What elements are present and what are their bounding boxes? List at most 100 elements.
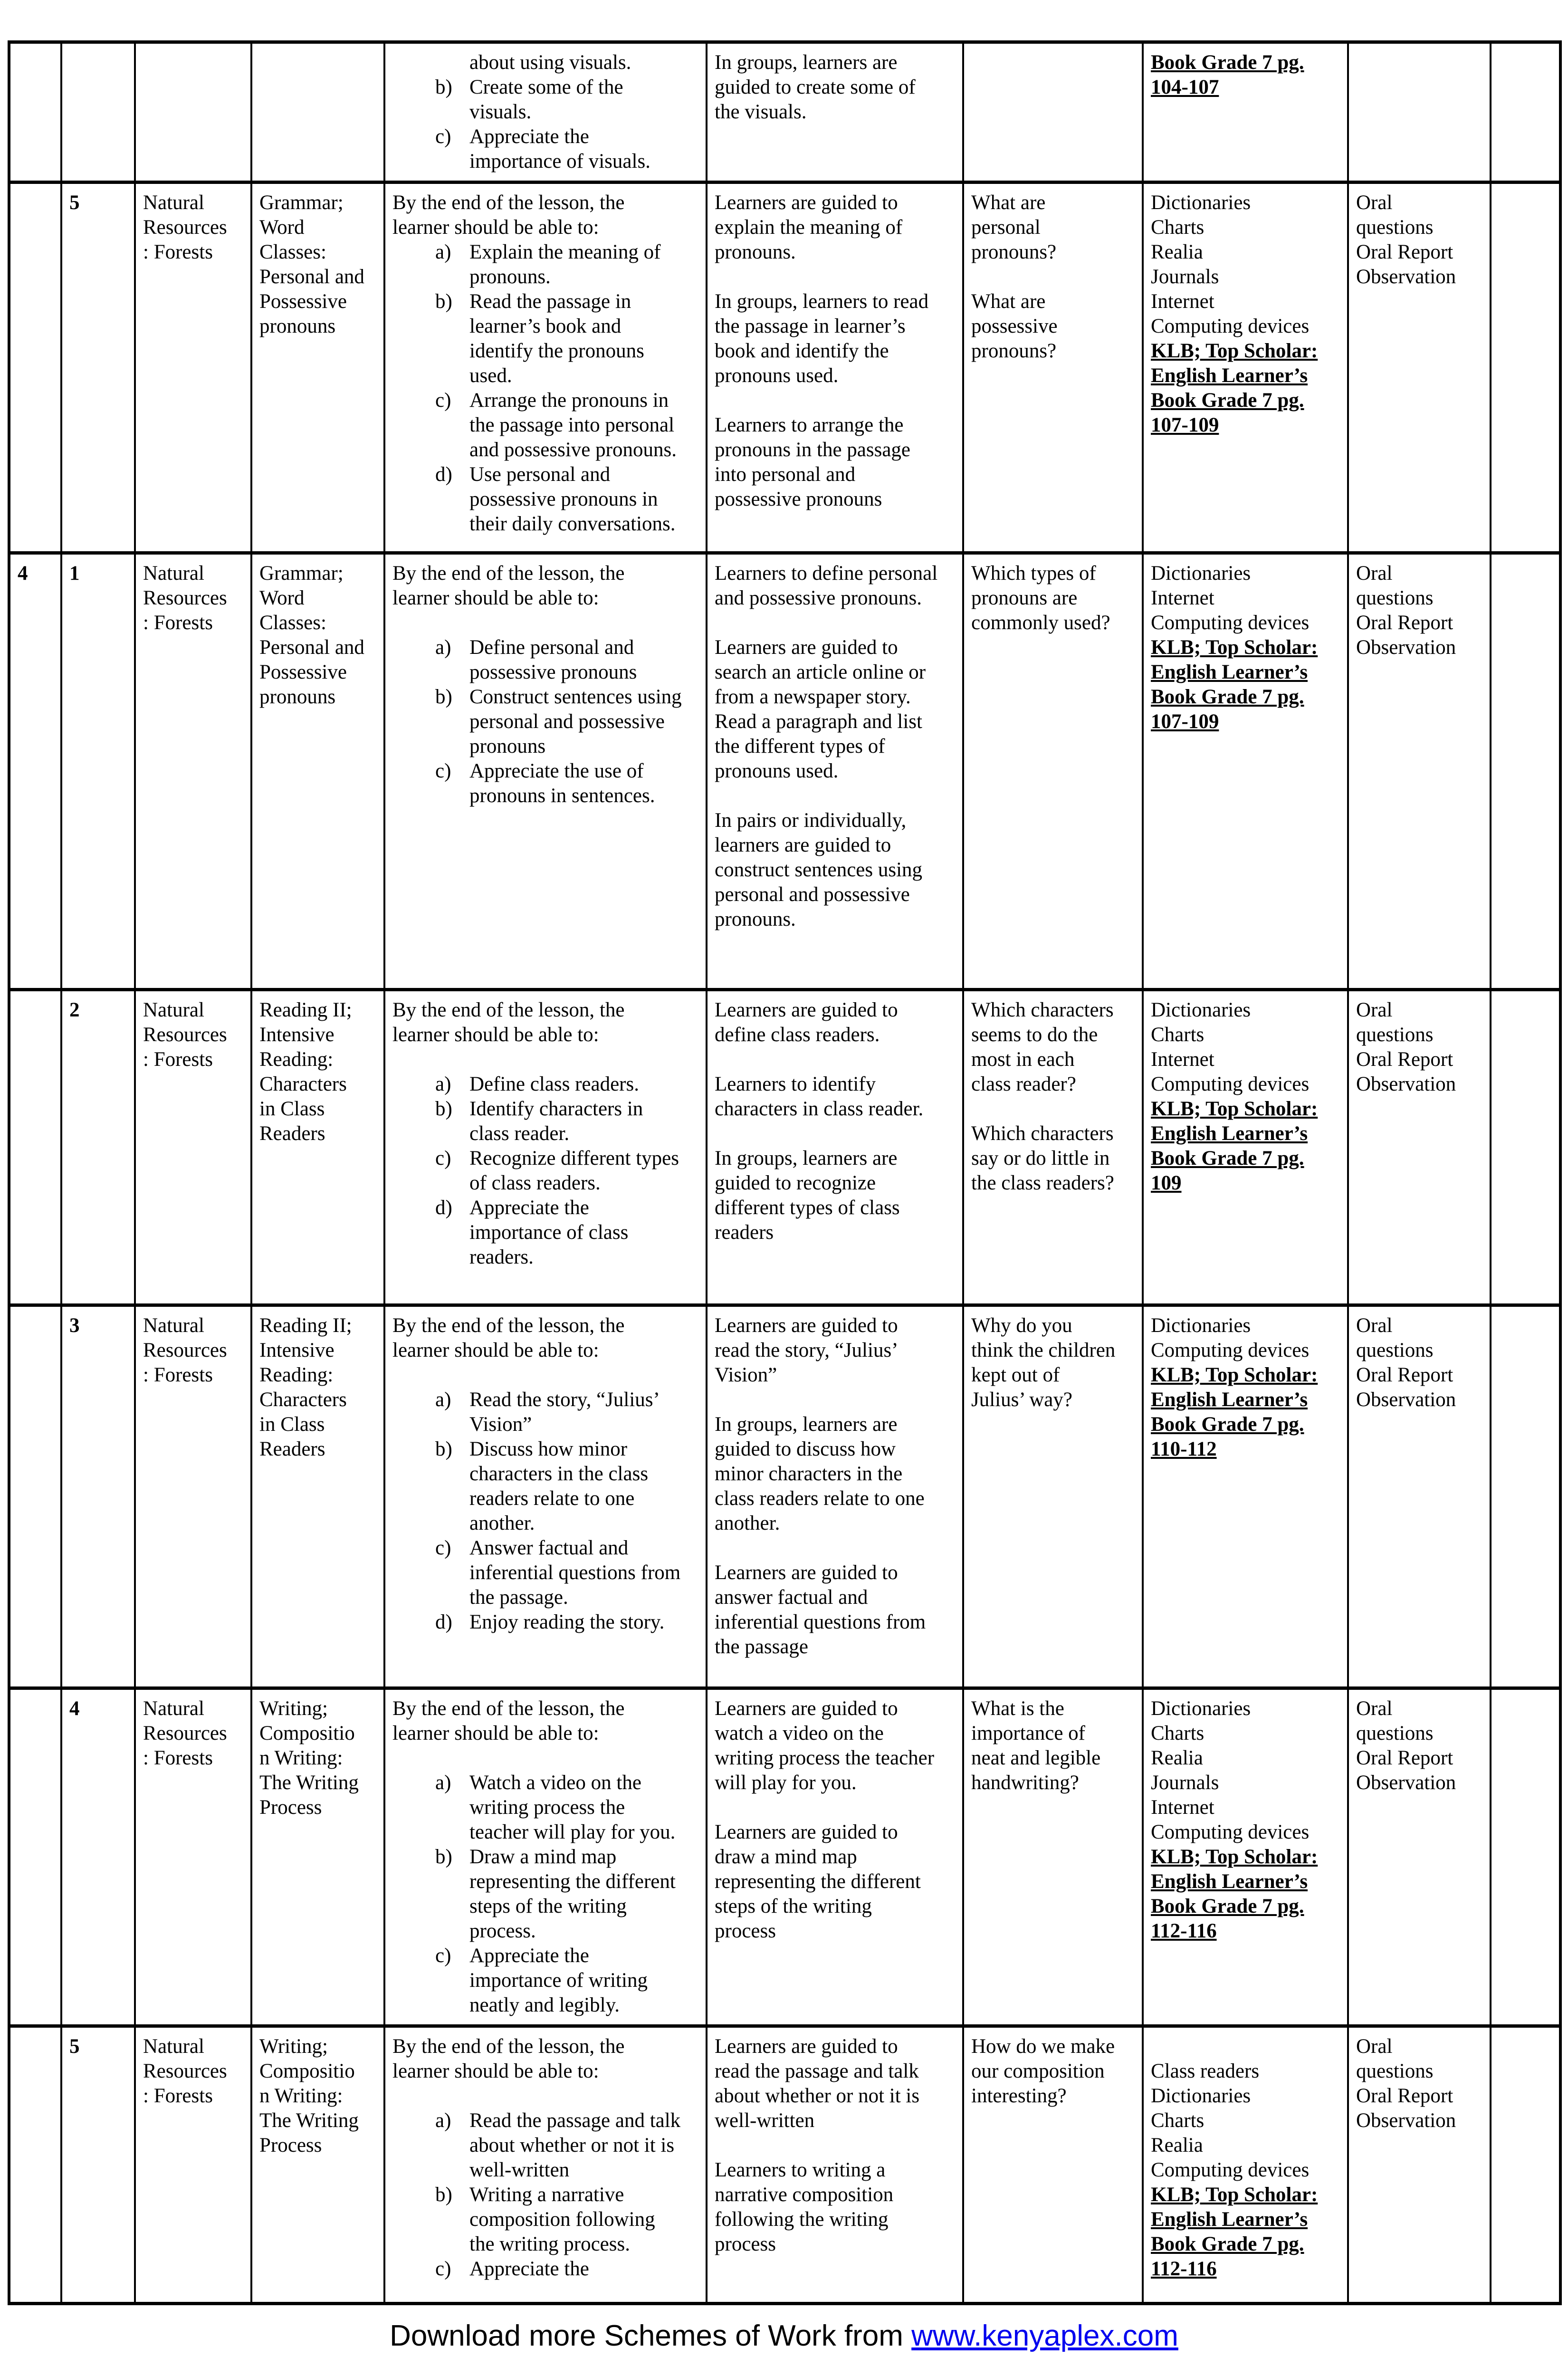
strand-cell: Natural Resources : Forests [134,1686,252,2028]
outcomes-cell: By the end of the lesson, the learner sh… [383,2024,708,2305]
lesson-cell: 5 [60,181,136,555]
week-cell: 4 [8,551,62,991]
resources-cell: Book Grade 7 pg. 104-107 [1142,40,1349,184]
outcomes-item: a) Define personal and possessive pronoun… [435,635,698,685]
table-row: 4 Natural Resources : Forests Writing; Com… [8,1686,1561,2028]
outcomes-cell: By the end of the lesson, the learner sh… [383,181,708,555]
resources-cell: Class readers Dictionaries Charts Realia… [1142,2024,1349,2305]
outcomes-item: b) Read the passage in learner’s book and… [435,289,698,388]
inquiry-cell [962,40,1144,184]
strand-text: Natural Resources : Forests [143,562,227,634]
assessment-cell: Oral questions Oral Report Observation [1347,1303,1492,1690]
item-marker: b) [435,686,452,708]
experiences-text: Learners to define personal and possessi… [715,562,938,930]
experiences-cell: Learners are guided to define class read… [706,988,964,1307]
table-row: 3 Natural Resources : Forests Reading II; … [8,1303,1561,1690]
outcomes-item: a) Read the story, “Julius’ Vision” [435,1388,698,1437]
assessment-text: Oral questions Oral Report Observation [1356,1314,1456,1411]
lesson-cell: 3 [60,1303,136,1690]
inquiry-text: What is the importance of neat and legib… [971,1697,1101,1794]
lesson-number: 4 [69,1697,80,1720]
lesson-number: 5 [69,2035,80,2058]
item-marker [435,50,469,75]
assessment-text: Oral questions Oral Report Observation [1356,192,1456,288]
outcomes-list: a) Explain the meaning of pronouns. b) Read… [435,240,698,537]
substrand-cell: Writing; Compositio n Writing: The Writi… [250,2024,385,2305]
week-cell [8,988,62,1307]
inquiry-text: What are personal pronouns? What are pos… [971,192,1058,362]
assessment-text: Oral questions Oral Report Observation [1356,562,1456,659]
blank-line [392,2084,698,2108]
substrand-cell: Grammar; Word Classes: Personal and Poss… [250,551,385,991]
outcomes-item: b) Identify characters in class reader. [435,1097,698,1146]
resources-text: Dictionaries Computing devices [1151,1314,1310,1361]
item-text: Answer factual and inferential questions… [469,1537,681,1609]
inquiry-text: Which characters seems to do the most in… [971,999,1114,1194]
scheme-of-work-table: about using visuals. b) Create some of the… [8,40,1562,2305]
lesson-number: 2 [69,999,80,1021]
experiences-cell: Learners are guided to read the passage … [706,2024,964,2305]
experiences-text: Learners are guided to read the story, “… [715,1314,926,1658]
kenyaplex-link[interactable]: www.kenyaplex.com [911,2319,1178,2352]
week-cell [8,40,62,184]
week-cell [8,1686,62,2028]
substrand-text: Grammar; Word Classes: Personal and Poss… [259,562,364,708]
substrand-cell: Grammar; Word Classes: Personal and Poss… [250,181,385,555]
strand-cell: Natural Resources : Forests [134,1303,252,1690]
item-marker: a) [435,636,451,659]
outcomes-cell: By the end of the lesson, the learner sh… [383,988,708,1307]
item-marker: c) [435,389,451,412]
outcomes-list: a) Define class readers. b) Identify charac… [435,1072,698,1270]
substrand-cell: Writing; Compositio n Writing: The Writi… [250,1686,385,2028]
table-row: 4 1 Natural Resources : Forests Grammar; Wo… [8,551,1561,991]
item-marker: a) [435,2109,451,2132]
week-number: 4 [18,562,28,584]
item-marker: b) [435,1098,452,1120]
strand-text: Natural Resources : Forests [143,192,227,263]
resources-text: Class readers Dictionaries Charts Realia… [1151,2060,1310,2181]
outcomes-item: d) Appreciate the importance of class rea… [435,1196,698,1270]
outcomes-cell: By the end of the lesson, the learner sh… [383,551,708,991]
strand-text: Natural Resources : Forests [143,999,227,1071]
remarks-cell [1490,1686,1561,2028]
outcomes-item: b) Construct sentences using personal and… [435,685,698,759]
remarks-cell [1490,181,1561,555]
item-marker: b) [435,1438,452,1460]
outcomes-item: b) Create some of the visuals. [435,75,698,125]
outcomes-intro: By the end of the lesson, the learner sh… [392,2035,625,2082]
item-text: Create some of the visuals. [469,76,623,123]
item-marker: b) [435,76,452,98]
substrand-text: Writing; Compositio n Writing: The Writi… [259,2035,359,2156]
substrand-text: Reading II; Intensive Reading: Character… [259,999,352,1145]
outcomes-item: a) Explain the meaning of pronouns. [435,240,698,289]
item-text: Discuss how minor characters in the clas… [469,1438,649,1534]
remarks-cell [1490,40,1561,184]
outcomes-intro: By the end of the lesson, the learner sh… [392,562,625,609]
resources-cell: Dictionaries Charts Realia Journals Inte… [1142,1686,1349,2028]
substrand-text: Grammar; Word Classes: Personal and Poss… [259,192,364,337]
outcomes-intro: By the end of the lesson, the learner sh… [392,999,625,1046]
lesson-cell [60,40,136,184]
item-marker: d) [435,463,452,486]
outcomes-list: a) Watch a video on the writing process t… [435,1771,698,2018]
item-text: Appreciate the use of pronouns in senten… [469,760,655,807]
item-marker: a) [435,1073,451,1095]
experiences-text: Learners are guided to explain the meani… [715,192,929,510]
remarks-cell [1490,1303,1561,1690]
resources-book-reference: KLB; Top Scholar: English Learner’s Book… [1151,1364,1318,1460]
assessment-cell: Oral questions Oral Report Observation [1347,551,1492,991]
blank-line [392,1047,698,1072]
resources-cell: Dictionaries Computing devices KLB; Top S… [1142,1303,1349,1690]
item-text: Explain the meaning of pronouns. [469,241,661,288]
assessment-cell: Oral questions Oral Report Observation [1347,2024,1492,2305]
resources-text: Dictionaries Internet Computing devices [1151,562,1310,634]
outcomes-item: a) Watch a video on the writing process t… [435,1771,698,1845]
strand-text: Natural Resources : Forests [143,2035,227,2107]
item-text: Define class readers. [469,1073,639,1095]
table-row: about using visuals. b) Create some of the… [8,40,1561,184]
substrand-cell: Reading II; Intensive Reading: Character… [250,988,385,1307]
outcomes-list: about using visuals. b) Create some of the… [435,50,698,174]
outcomes-item: d) Use personal and possessive pronouns i… [435,462,698,537]
inquiry-cell: Which characters seems to do the most in… [962,988,1144,1307]
lesson-number: 1 [69,562,80,584]
